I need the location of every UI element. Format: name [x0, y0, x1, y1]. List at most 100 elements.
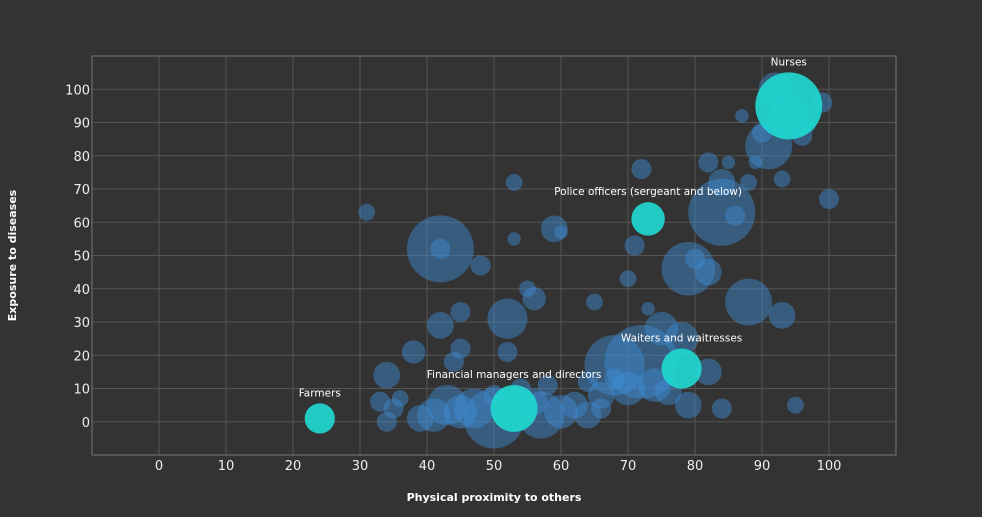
data-point — [619, 270, 637, 288]
data-point — [708, 168, 736, 196]
data-point — [505, 173, 523, 191]
y-axis-ticks: 0 10 20 30 40 50 60 70 80 90 100 — [65, 83, 90, 431]
y-tick-label: 100 — [65, 83, 90, 98]
data-point — [443, 395, 478, 429]
data-point — [695, 358, 722, 386]
data-point — [721, 155, 736, 170]
data-point — [450, 338, 471, 359]
data-point — [587, 381, 615, 409]
x-tick-label: 70 — [620, 459, 637, 474]
highlight-point — [490, 385, 538, 432]
data-point — [641, 302, 655, 316]
x-tick-label: 100 — [817, 459, 842, 474]
data-point — [591, 398, 612, 419]
y-axis-label: Exposure to diseases — [6, 189, 19, 321]
data-point — [406, 215, 474, 283]
data-point — [540, 215, 568, 243]
y-tick-label: 90 — [73, 117, 90, 132]
data-point — [430, 238, 451, 259]
data-point — [624, 235, 645, 256]
data-point — [698, 152, 719, 173]
y-tick-label: 20 — [73, 349, 90, 364]
data-point — [487, 298, 528, 339]
data-point — [638, 368, 672, 402]
y-tick-label: 80 — [73, 150, 90, 165]
x-tick-label: 80 — [687, 459, 704, 474]
data-point — [604, 368, 625, 389]
highlight-label: Waiters and waitresses — [621, 332, 742, 344]
data-point — [383, 398, 404, 419]
data-point — [674, 391, 702, 419]
data-point — [584, 335, 645, 396]
data-point — [735, 109, 749, 123]
y-tick-label: 0 — [82, 416, 90, 431]
data-point — [416, 398, 451, 432]
x-tick-label: 40 — [419, 459, 436, 474]
data-point — [586, 293, 603, 311]
data-point — [450, 301, 471, 323]
data-point — [695, 258, 722, 286]
data-point — [519, 280, 536, 298]
highlight-point — [755, 72, 823, 140]
data-point — [577, 371, 598, 392]
y-tick-label: 40 — [73, 283, 90, 298]
data-point — [561, 391, 588, 419]
data-point — [740, 173, 757, 191]
data-point — [427, 385, 468, 426]
data-point — [684, 248, 706, 269]
data-point — [688, 178, 756, 246]
y-tick-label: 50 — [73, 250, 90, 265]
data-point — [631, 159, 652, 180]
data-point — [406, 405, 434, 432]
data-point — [604, 325, 679, 399]
data-point — [644, 311, 679, 346]
highlight-label: Nurses — [771, 56, 807, 68]
x-axis-ticks: 0 10 20 30 40 50 60 70 80 90 100 — [155, 459, 842, 474]
data-point — [391, 390, 409, 407]
data-point — [358, 203, 376, 221]
data-point — [443, 351, 464, 372]
data-point — [664, 321, 699, 356]
x-tick-label: 10 — [218, 459, 235, 474]
data-point — [544, 395, 578, 429]
y-tick-label: 70 — [73, 183, 90, 198]
y-tick-label: 60 — [73, 216, 90, 231]
data-point — [768, 301, 796, 329]
data-point — [497, 341, 518, 362]
data-point — [427, 311, 454, 339]
highlight-label: Financial managers and directors — [427, 369, 602, 381]
highlight-point — [631, 202, 665, 236]
data-point — [787, 396, 804, 414]
data-point — [370, 391, 391, 412]
data-point — [725, 205, 746, 226]
highlight-point — [304, 403, 335, 434]
data-point — [725, 278, 773, 326]
data-point — [748, 155, 762, 170]
data-point — [373, 361, 401, 389]
data-point — [661, 241, 716, 296]
data-point — [611, 371, 645, 406]
data-point — [711, 398, 732, 419]
data-point — [773, 170, 791, 188]
data-point — [470, 255, 491, 276]
plot-frame — [91, 55, 897, 456]
x-tick-label: 60 — [553, 459, 570, 474]
x-tick-label: 20 — [285, 459, 302, 474]
data-point — [574, 401, 602, 429]
y-tick-label: 10 — [73, 383, 90, 398]
x-tick-label: 50 — [486, 459, 503, 474]
x-tick-label: 0 — [155, 459, 163, 474]
data-point — [376, 411, 397, 432]
highlight-point — [661, 348, 702, 389]
data-point — [522, 287, 546, 311]
x-axis-label: Physical proximity to others — [407, 491, 582, 504]
highlighted-points: Nurses Police officers (sergeant and belo… — [299, 56, 823, 434]
data-point — [507, 232, 521, 246]
y-tick-label: 30 — [73, 316, 90, 331]
data-point — [554, 225, 568, 239]
highlight-label: Farmers — [299, 387, 341, 399]
data-point — [537, 375, 558, 396]
data-point — [453, 388, 494, 429]
data-point — [818, 188, 840, 210]
